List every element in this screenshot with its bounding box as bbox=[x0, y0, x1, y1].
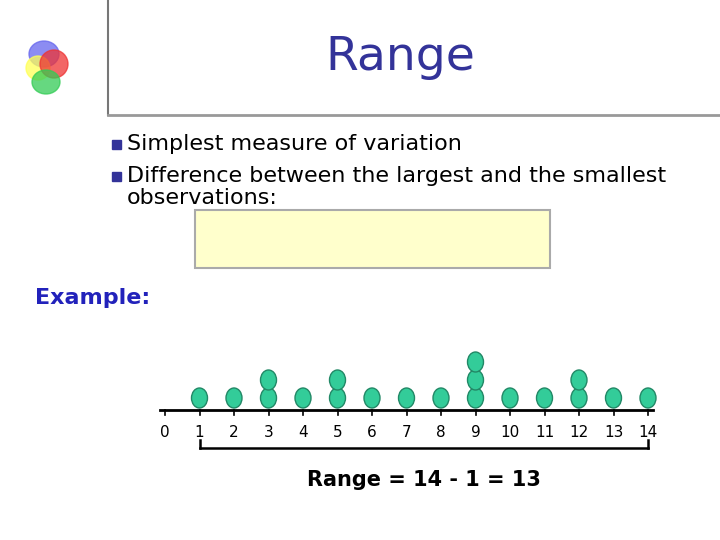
Ellipse shape bbox=[536, 388, 552, 408]
Ellipse shape bbox=[502, 388, 518, 408]
Ellipse shape bbox=[330, 370, 346, 390]
Text: 9: 9 bbox=[471, 425, 480, 440]
Text: 11: 11 bbox=[535, 425, 554, 440]
Ellipse shape bbox=[364, 388, 380, 408]
Ellipse shape bbox=[467, 370, 484, 390]
Text: Range: Range bbox=[325, 36, 475, 80]
Text: 4: 4 bbox=[298, 425, 308, 440]
Ellipse shape bbox=[398, 388, 415, 408]
Ellipse shape bbox=[226, 388, 242, 408]
Ellipse shape bbox=[26, 56, 50, 80]
Text: 0: 0 bbox=[160, 425, 170, 440]
Ellipse shape bbox=[571, 370, 587, 390]
Ellipse shape bbox=[295, 388, 311, 408]
Text: Range = 14 - 1 = 13: Range = 14 - 1 = 13 bbox=[307, 470, 541, 490]
Text: 8: 8 bbox=[436, 425, 446, 440]
Ellipse shape bbox=[640, 388, 656, 408]
Ellipse shape bbox=[433, 388, 449, 408]
Ellipse shape bbox=[467, 352, 484, 372]
Bar bbox=[112, 172, 121, 181]
Bar bbox=[112, 140, 121, 149]
Text: minimum: minimum bbox=[428, 239, 494, 253]
Text: observations:: observations: bbox=[127, 188, 278, 208]
Text: 6: 6 bbox=[367, 425, 377, 440]
Ellipse shape bbox=[330, 388, 346, 408]
Text: 2: 2 bbox=[229, 425, 239, 440]
Text: 10: 10 bbox=[500, 425, 520, 440]
Ellipse shape bbox=[40, 50, 68, 78]
Text: Simplest measure of variation: Simplest measure of variation bbox=[127, 134, 462, 154]
Text: Range = x: Range = x bbox=[223, 227, 346, 251]
Text: 5: 5 bbox=[333, 425, 342, 440]
Ellipse shape bbox=[29, 41, 59, 67]
Text: 1: 1 bbox=[194, 425, 204, 440]
Ellipse shape bbox=[571, 388, 587, 408]
Ellipse shape bbox=[261, 370, 276, 390]
Text: Difference between the largest and the smallest: Difference between the largest and the s… bbox=[127, 166, 666, 186]
Text: 3: 3 bbox=[264, 425, 274, 440]
Ellipse shape bbox=[606, 388, 621, 408]
FancyBboxPatch shape bbox=[195, 210, 550, 268]
Text: maximum: maximum bbox=[328, 239, 398, 253]
Text: Example:: Example: bbox=[35, 288, 150, 308]
Text: 12: 12 bbox=[570, 425, 589, 440]
Ellipse shape bbox=[467, 388, 484, 408]
Ellipse shape bbox=[192, 388, 207, 408]
Ellipse shape bbox=[261, 388, 276, 408]
Ellipse shape bbox=[32, 70, 60, 94]
Text: 13: 13 bbox=[604, 425, 624, 440]
Text: 7: 7 bbox=[402, 425, 411, 440]
Text: –  x: – x bbox=[390, 227, 438, 251]
Text: 14: 14 bbox=[639, 425, 657, 440]
